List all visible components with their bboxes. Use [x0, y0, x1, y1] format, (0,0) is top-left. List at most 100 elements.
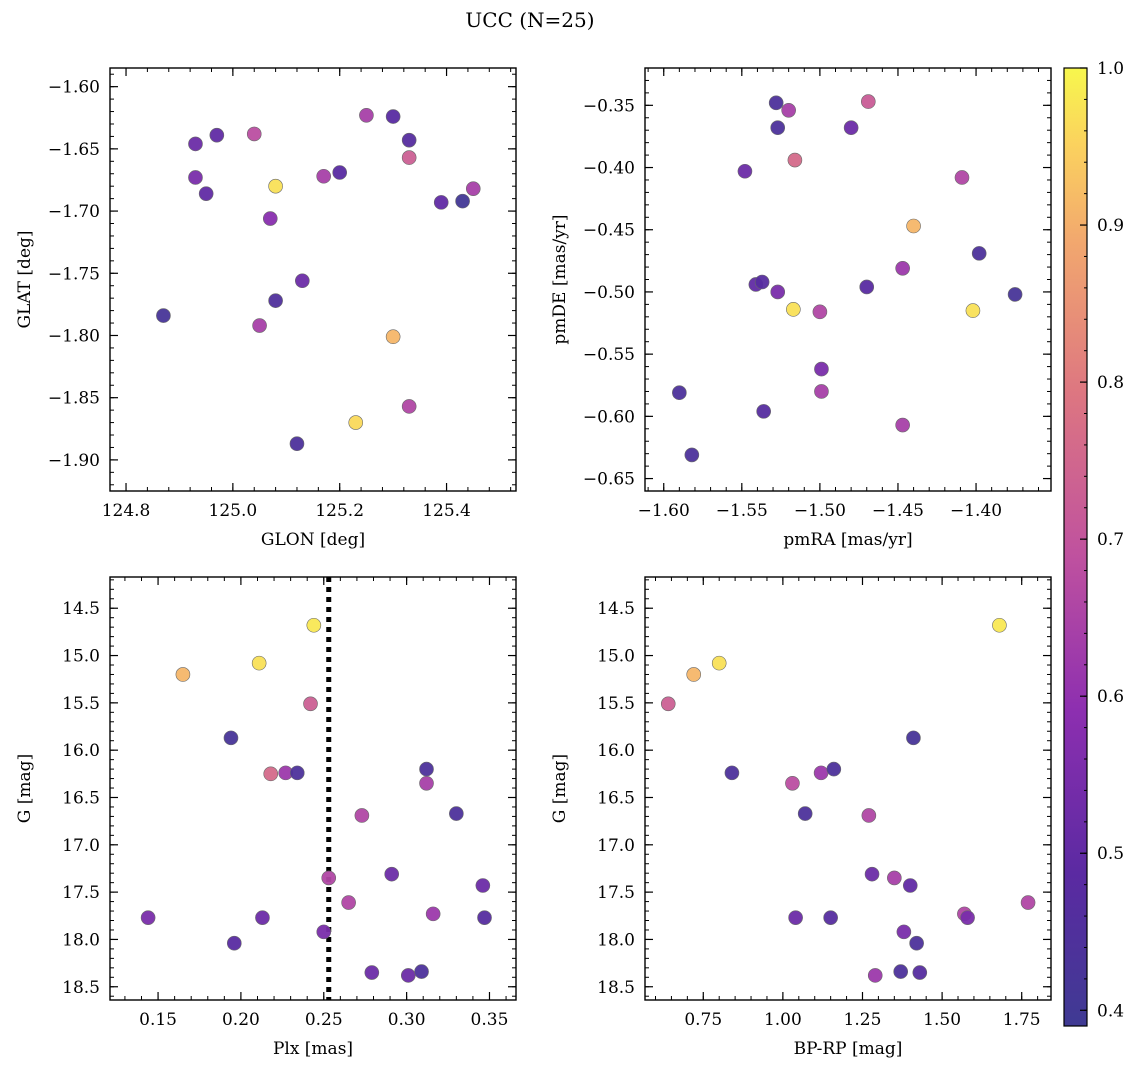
x-axis-label: pmRA [mas/yr]	[783, 530, 912, 550]
y-tick-label: −1.70	[48, 202, 100, 222]
axes-frame	[109, 576, 517, 1001]
data-point	[262, 211, 278, 226]
data-point	[906, 730, 921, 746]
y-tick-label: 18.5	[597, 978, 635, 998]
colorbar-tick-label: 0.4	[1097, 1001, 1124, 1021]
x-tick-label: −1.55	[716, 501, 768, 521]
data-point	[781, 103, 796, 118]
figure-title: UCC (N=25)	[465, 8, 594, 32]
data-point	[960, 910, 975, 925]
data-point	[823, 910, 838, 925]
data-point	[660, 696, 676, 712]
colorbar-tick-label: 0.8	[1097, 373, 1124, 393]
x-tick-label: 1.50	[923, 1010, 961, 1030]
data-point	[414, 964, 429, 979]
data-point	[188, 170, 203, 185]
x-tick-label: 0.15	[139, 1010, 177, 1030]
data-point	[1007, 287, 1023, 302]
data-point	[156, 308, 171, 323]
data-point	[354, 808, 370, 823]
data-point	[786, 302, 801, 317]
data-point	[860, 94, 876, 109]
data-point	[465, 181, 481, 196]
y-tick-label: −1.60	[48, 78, 100, 98]
y-tick-label: 15.0	[597, 647, 635, 667]
data-point	[814, 384, 829, 399]
minor-ticks	[110, 68, 516, 491]
data-point	[737, 163, 753, 179]
data-point	[1020, 895, 1036, 910]
y-tick-label: 17.5	[597, 883, 635, 903]
data-point	[332, 165, 348, 180]
data-point	[341, 895, 356, 910]
y-tick-label: 16.0	[597, 741, 635, 761]
x-tick-label: 125.2	[315, 501, 364, 521]
y-tick-label: 14.5	[62, 599, 100, 619]
data-point	[385, 329, 401, 345]
y-tick-label: 16.0	[62, 741, 100, 761]
x-axis-label: Plx [mas]	[273, 1039, 353, 1059]
data-point	[902, 878, 918, 893]
y-axis-label: GLAT [deg]	[15, 230, 35, 328]
data-point	[672, 385, 687, 401]
y-tick-label: 16.5	[62, 788, 100, 808]
data-point	[384, 866, 400, 882]
y-tick-label: 18.0	[62, 930, 100, 950]
data-point	[188, 136, 203, 152]
y-tick-label: 18.0	[597, 930, 635, 950]
data-point	[449, 806, 464, 821]
data-point	[455, 193, 470, 209]
y-tick-label: −0.50	[583, 283, 635, 303]
y-tick-label: 15.5	[62, 694, 100, 714]
x-tick-label: −1.40	[950, 501, 1002, 521]
data-point	[724, 765, 740, 781]
data-point	[419, 761, 434, 777]
y-tick-label: −1.80	[48, 326, 100, 346]
data-point	[770, 120, 786, 136]
data-point	[140, 910, 156, 925]
data-point	[306, 617, 322, 633]
y-tick-label: −0.40	[583, 159, 635, 179]
y-tick-label: −0.65	[583, 470, 635, 490]
data-point	[754, 274, 770, 290]
panel-color-mag: 0.75 1.00 1.25 1.50 1.75 14.5 15.0 15.5 16.0 16.5…	[550, 576, 1052, 1059]
data-point	[289, 765, 305, 781]
axes-frame	[109, 67, 517, 492]
data-point	[797, 806, 813, 821]
data-point	[475, 878, 491, 893]
x-tick-label: 0.75	[684, 1010, 722, 1030]
y-axis-label: G [mag]	[15, 754, 35, 823]
y-axis-label: G [mag]	[550, 754, 570, 823]
data-point	[971, 246, 987, 261]
x-tick-label: −1.60	[638, 501, 690, 521]
data-point	[209, 127, 225, 143]
minor-ticks	[645, 577, 1051, 1000]
x-tick-label: 125.0	[209, 501, 258, 521]
x-axis-label: GLON [deg]	[261, 530, 365, 550]
x-tick-label: 125.4	[422, 501, 471, 521]
y-tick-label: 15.0	[62, 647, 100, 667]
y-tick-label: −1.75	[48, 264, 100, 284]
data-point	[252, 318, 267, 333]
data-point	[289, 436, 305, 452]
x-axis-label: BP-RP [mag]	[794, 1039, 903, 1059]
data-point	[864, 866, 880, 882]
colorbar-tick-label: 1.0	[1097, 59, 1124, 79]
data-point	[263, 766, 279, 782]
y-tick-label: 17.5	[62, 883, 100, 903]
y-tick-label: 17.0	[62, 836, 100, 856]
data-point	[686, 667, 702, 682]
data-point	[401, 150, 417, 165]
data-point	[861, 808, 877, 823]
data-point	[787, 152, 803, 168]
y-tick-label: −0.35	[583, 96, 635, 116]
data-point	[303, 696, 318, 712]
x-tick-label: 0.30	[388, 1010, 426, 1030]
minor-ticks	[110, 577, 516, 1000]
colorbar-tick-label: 0.9	[1097, 216, 1124, 236]
data-point	[770, 284, 786, 300]
data-point	[895, 261, 910, 276]
data-point	[812, 304, 828, 320]
data-point	[226, 935, 242, 951]
